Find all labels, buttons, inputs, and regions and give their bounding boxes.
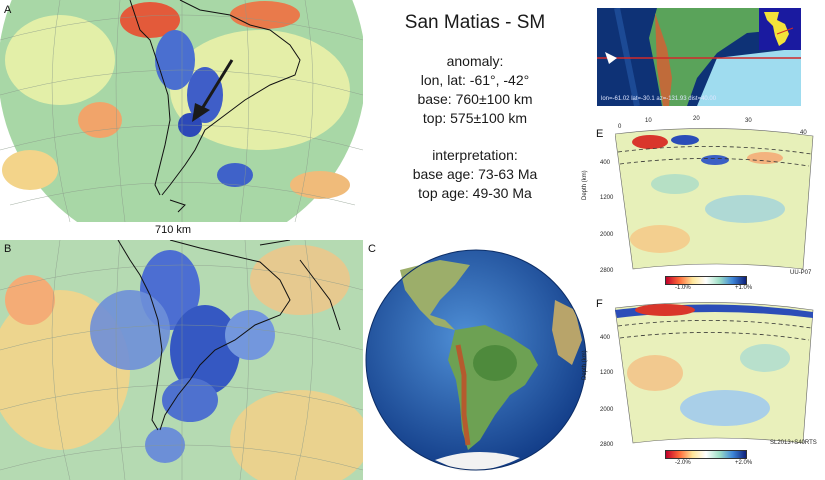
f-cbar-max: +2.0% [735, 460, 753, 466]
e-tick-40: 40 [800, 130, 807, 136]
f-model-name: SL2013+S40RTS [770, 440, 817, 446]
anomaly-heading: anomaly: [446, 53, 504, 69]
inset-globe [759, 8, 801, 50]
panel-label-f: F [596, 298, 603, 310]
f-ylabel: Depth (km) [582, 350, 588, 380]
profile-readout: lon=-61.02 lat=-30.1 az=-131.93 dist=40.… [601, 96, 717, 102]
anomaly-top: top: 575±100 km [422, 110, 528, 126]
panel-label-e: E [596, 128, 604, 140]
cross-section-f [615, 298, 815, 448]
e-cbar-max: +1.0% [735, 285, 753, 291]
e-ytick-1200: 1200 [600, 195, 614, 201]
e-ytick-400: 400 [600, 160, 611, 166]
map-panel-a [0, 0, 363, 222]
info-block: San Matias - SM anomaly: lon, lat: -61°,… [395, 12, 555, 203]
cross-section-e [615, 124, 815, 274]
panel-label-c: C [368, 243, 376, 255]
anomaly-lonlat: lon, lat: -61°, -42° [420, 72, 530, 88]
e-cbar-min: -1.0% [675, 285, 691, 291]
e-model-name: UU-P07 [790, 270, 812, 276]
colorbar-f [665, 450, 747, 459]
anomaly-base: base: 760±100 km [417, 91, 533, 107]
location-map: lon=-61.02 lat=-30.1 az=-131.93 dist=40.… [597, 8, 801, 106]
f-ytick-2000: 2000 [600, 407, 614, 413]
e-tick-20: 20 [693, 116, 700, 122]
f-ytick-2800: 2800 [600, 442, 614, 448]
map-panel-b [0, 240, 363, 480]
base-age: base age: 73-63 Ma [412, 166, 538, 182]
e-tick-0: 0 [618, 124, 622, 130]
depth-label: 710 km [155, 224, 192, 236]
plate-title: San Matias - SM [404, 12, 546, 33]
panel-label-a: A [4, 4, 12, 16]
colorbar-e [665, 276, 747, 285]
globe-panel-c [360, 245, 590, 475]
f-ytick-400: 400 [600, 335, 611, 341]
e-tick-30: 30 [745, 118, 752, 124]
f-ytick-1200: 1200 [600, 370, 614, 376]
top-age: top age: 49-30 Ma [418, 185, 532, 201]
panel-label-b: B [4, 243, 12, 255]
e-ytick-2800: 2800 [600, 268, 614, 274]
f-cbar-min: -2.0% [675, 460, 691, 466]
e-ylabel: Depth (km) [582, 170, 588, 200]
interpretation-heading: interpretation: [432, 147, 518, 163]
e-ytick-2000: 2000 [600, 232, 614, 238]
e-tick-10: 10 [645, 118, 652, 124]
